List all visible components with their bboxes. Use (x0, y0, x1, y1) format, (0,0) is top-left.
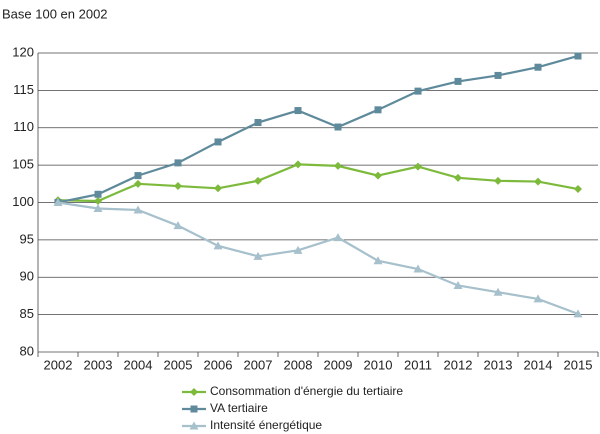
legend-marker (190, 405, 198, 413)
y-tick-label: 110 (13, 119, 34, 134)
x-tick-label: 2009 (324, 357, 353, 372)
y-tick-label: 100 (12, 194, 34, 209)
point (373, 256, 383, 265)
point (94, 190, 102, 198)
point (134, 179, 142, 188)
point (534, 177, 542, 186)
point (93, 203, 103, 212)
point (214, 138, 222, 146)
point (94, 197, 102, 206)
point (533, 294, 543, 303)
point (454, 77, 462, 85)
y-tick-label: 85 (20, 306, 34, 321)
point (294, 107, 302, 115)
legend-label: VA tertiaire (210, 401, 268, 415)
y-tick-label: 115 (13, 82, 34, 97)
chart-title: Base 100 en 2002 (2, 6, 108, 21)
point (254, 176, 262, 185)
x-tick-label: 2003 (84, 357, 113, 372)
point (574, 185, 582, 194)
point (294, 160, 302, 169)
point (53, 198, 63, 206)
point (573, 309, 583, 318)
x-tick-label: 2005 (164, 357, 193, 372)
x-tick-label: 2013 (484, 357, 513, 372)
x-tick-label: 2011 (404, 357, 432, 372)
point (494, 176, 502, 185)
y-tick-label: 120 (12, 44, 34, 59)
point (213, 241, 223, 250)
legend-marker (190, 388, 198, 396)
x-tick-label: 2012 (444, 357, 473, 372)
series-line (57, 163, 579, 203)
y-tick-label: 80 (20, 343, 34, 358)
point (334, 123, 342, 131)
point (293, 245, 303, 254)
y-tick-label: 90 (20, 269, 34, 284)
x-tick-label: 2010 (364, 357, 393, 372)
legend-label: Intensité énergétique (210, 418, 322, 432)
point (133, 205, 143, 214)
point (534, 63, 542, 71)
point (134, 172, 142, 180)
point (494, 71, 502, 79)
y-tick-label: 95 (20, 231, 34, 246)
point (254, 119, 262, 127)
point (253, 251, 263, 260)
x-tick-label: 2015 (564, 357, 593, 372)
series-line (57, 201, 579, 315)
point (214, 184, 222, 193)
x-tick-label: 2014 (524, 357, 553, 372)
x-tick-label: 2004 (124, 357, 153, 372)
point (454, 173, 462, 182)
point (414, 162, 422, 171)
series-line (57, 54, 579, 204)
point (174, 159, 182, 167)
point (453, 280, 463, 289)
x-tick-label: 2008 (284, 357, 313, 372)
point (374, 171, 382, 180)
point (173, 221, 183, 230)
legend-label: Consommation d'énergie du tertiaire (210, 384, 403, 398)
point (334, 161, 342, 170)
legend-marker (189, 421, 199, 430)
point (574, 52, 582, 60)
point (414, 87, 422, 95)
x-tick-label: 2006 (204, 357, 233, 372)
point (493, 287, 503, 296)
point (333, 233, 343, 242)
point (174, 182, 182, 191)
point (413, 264, 423, 273)
x-tick-label: 2007 (244, 357, 273, 372)
point (374, 106, 382, 114)
y-tick-label: 105 (12, 157, 34, 172)
x-tick-label: 2002 (44, 357, 73, 372)
